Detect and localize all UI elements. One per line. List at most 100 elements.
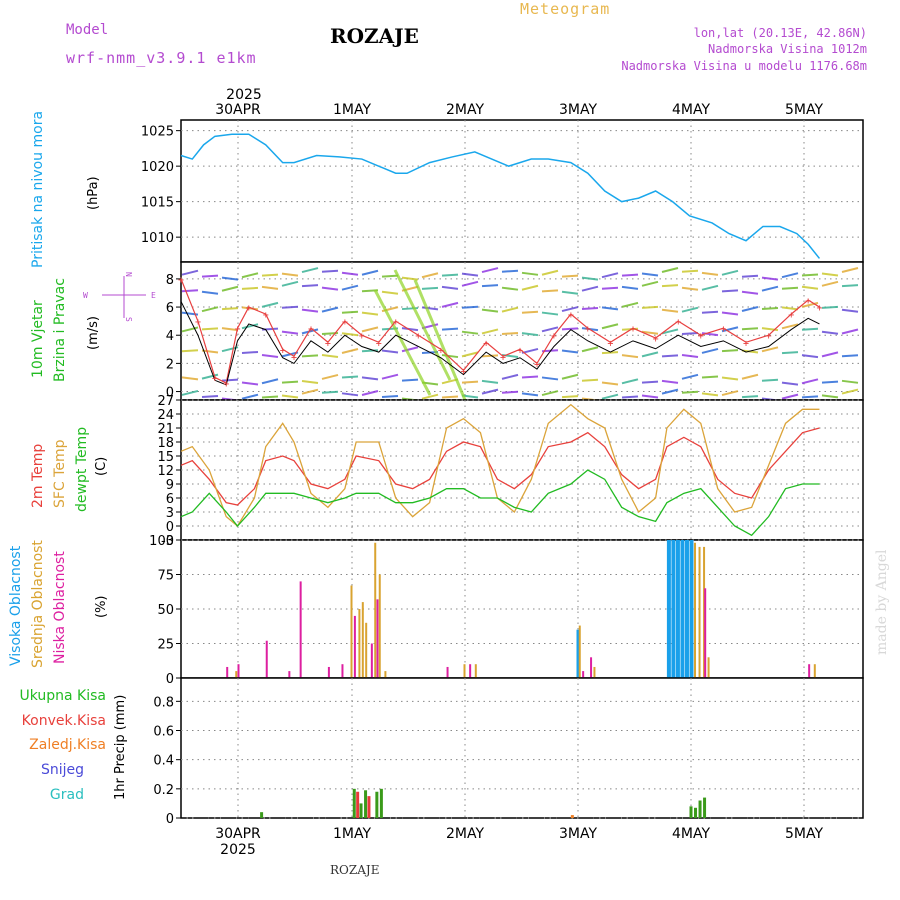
wind-arrow-icon — [741, 274, 759, 278]
bottom-date-label: 1MAY — [333, 826, 371, 842]
year-top: 2025 — [226, 87, 262, 103]
wind-arrow-icon — [341, 332, 359, 337]
wind-speed-line — [180, 301, 820, 386]
wind-arrow-icon — [721, 289, 739, 293]
wind-arrow-icon — [241, 350, 259, 354]
total-precip-bar — [703, 797, 707, 818]
wind-arrow-icon — [761, 276, 779, 281]
wind-arrow-icon — [721, 311, 739, 316]
wind-arrow-icon — [281, 394, 299, 399]
gust-marker: + — [223, 379, 229, 390]
y-tick-label: 27 — [157, 394, 174, 409]
wind-arrow-icon — [761, 378, 779, 382]
y-tick-label: 0 — [166, 520, 174, 535]
y-tick-label: 50 — [157, 603, 174, 618]
wind-arrow-icon — [281, 380, 299, 384]
wind-arrow-icon — [201, 394, 219, 398]
wind-unit: (m/s) — [86, 316, 101, 350]
gust-marker: + — [517, 345, 523, 356]
compass-e: E — [151, 291, 156, 300]
wind-arrow-icon — [601, 393, 619, 400]
y-tick-label: 4 — [166, 329, 174, 344]
gust-marker: + — [263, 310, 269, 321]
wind-arrow-icon — [641, 394, 659, 399]
wind-arrow-icon — [581, 276, 599, 281]
bottom-date-labels: 30APR 1MAY 2MAY 3MAY 4MAY 5MAY — [215, 826, 823, 842]
wind-arrow-icon — [761, 285, 779, 292]
compass-n: N — [124, 272, 133, 277]
meteogram-title: Meteogram — [520, 0, 610, 18]
wind-arrow-icon — [421, 286, 439, 290]
wind-arrow-icon — [761, 306, 779, 310]
wind-arrow-icon — [501, 306, 519, 313]
wind-arrow-icon — [461, 351, 479, 358]
mid-cloud-bar — [593, 666, 596, 678]
temp-ylabel-2: SFC Temp — [52, 439, 68, 508]
y-tick-label: 1010 — [141, 231, 174, 246]
total-precip-bar — [260, 812, 264, 818]
total-precip-bar — [375, 791, 379, 818]
low-cloud-bar — [808, 664, 811, 678]
wind-arrow-icon — [561, 327, 579, 331]
wind-arrow-icon — [381, 274, 399, 278]
wind-arrow-icon — [441, 327, 459, 331]
high-cloud-bar — [671, 540, 676, 678]
wind-arrow-icon — [561, 349, 579, 354]
low-cloud-bar — [288, 671, 291, 678]
wind-arrow-icon — [341, 392, 359, 397]
wind-arrow-icon — [481, 284, 499, 288]
wind-arrow-icon — [261, 354, 279, 359]
wind-arrow-icon — [181, 269, 199, 276]
low-cloud-bar — [237, 664, 240, 678]
temp-ylabel: 2m Temp — [30, 444, 46, 508]
wind-arrow-icon — [541, 326, 559, 333]
gust-marker: + — [342, 317, 348, 328]
y-tick-label: 12 — [157, 464, 174, 479]
wind-arrow-icon — [701, 392, 719, 397]
legend-total: Ukupna Kisa — [19, 688, 106, 704]
low-cloud-bar — [582, 671, 585, 678]
top-date-label: 4MAY — [672, 102, 710, 118]
wind-arrow-icon — [361, 390, 379, 396]
wind-arrow-icon — [621, 378, 639, 385]
wind-arrow-icon — [481, 328, 499, 335]
wind-arrow-icon — [841, 267, 859, 273]
wind-arrow-icon — [561, 373, 579, 380]
wind-arrow-icon — [841, 328, 859, 335]
gust-marker: + — [551, 331, 557, 342]
y-tick-label: 25 — [157, 638, 174, 653]
wind-arrow-icon — [641, 280, 659, 287]
conv-precip-bar — [356, 791, 360, 818]
wind-arrow-icon — [801, 285, 819, 290]
wind-arrow-icon — [741, 395, 759, 399]
wind-arrow-icon — [361, 326, 379, 333]
wind-arrow-icon — [321, 390, 339, 394]
gust-line — [180, 278, 820, 384]
mid-cloud-bar — [361, 602, 364, 678]
wind-arrow-icon — [641, 380, 659, 384]
mid-cloud-bar — [378, 574, 381, 678]
low-cloud-bar — [353, 615, 356, 678]
wind-arrow-icon — [301, 284, 319, 288]
wind-arrow-icon — [581, 346, 599, 353]
wind-arrow-icon — [221, 285, 239, 292]
wind-arrow-icon — [181, 326, 199, 333]
total-precip-bar — [364, 790, 368, 818]
wind-arrow-icon — [461, 305, 479, 309]
total-precip-bar — [359, 803, 363, 818]
y-tick-label: 100 — [149, 534, 174, 549]
wind-arrow-icon — [641, 330, 659, 335]
wind-arrow-icon — [221, 327, 239, 332]
wind-arrow-icon — [261, 301, 279, 308]
wind-arrow-icon — [461, 330, 479, 335]
wind-arrow-icon — [801, 395, 819, 399]
wind-arrow-icon — [281, 330, 299, 335]
mid-cloud-bar — [358, 609, 361, 678]
wind-arrow-icon — [401, 346, 419, 353]
high-cloud-bar — [680, 540, 685, 678]
high-cloud-bar — [675, 540, 680, 678]
wind-arrow-icon — [261, 378, 279, 385]
wind-arrow-icon — [841, 379, 859, 384]
top-date-label: 3MAY — [559, 102, 597, 118]
wind-arrow-icon — [621, 395, 639, 399]
